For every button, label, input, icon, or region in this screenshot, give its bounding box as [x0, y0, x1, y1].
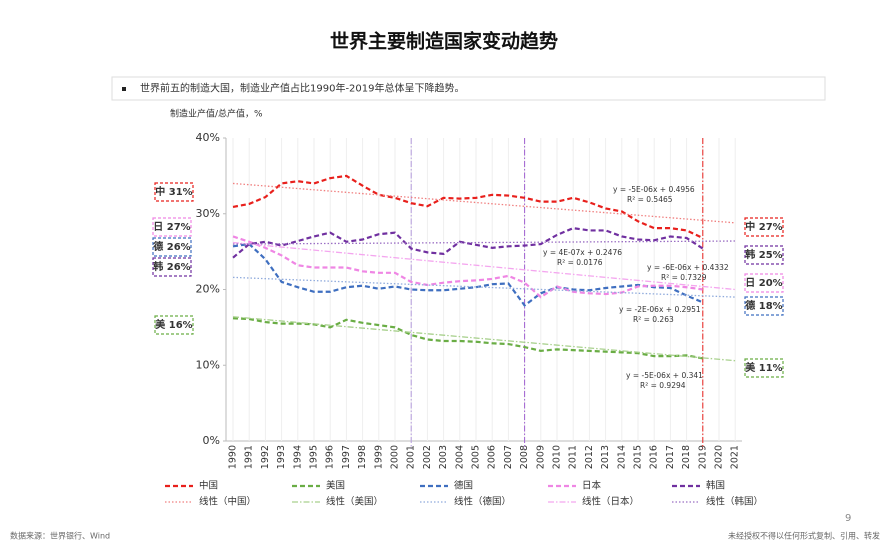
x-tick-label: 2013 — [600, 445, 611, 469]
callout: 德 26% — [152, 240, 190, 253]
series-line — [232, 242, 704, 307]
legend-label: 德国 — [454, 480, 473, 492]
callout: 韩 25% — [745, 248, 782, 261]
legend-label: 线性（德国） — [454, 496, 511, 508]
series-line — [232, 227, 704, 259]
x-tick-label: 1993 — [276, 445, 287, 469]
y-tick-label: 0% — [203, 434, 220, 447]
legend-label: 中国 — [199, 480, 218, 492]
equation: y = -2E-06x + 0.2951 — [619, 305, 701, 314]
legend-label: 韩国 — [706, 480, 725, 492]
x-tick-label: 2002 — [422, 445, 433, 469]
x-tick-label: 2020 — [714, 445, 725, 469]
x-tick-label: 2000 — [390, 445, 401, 469]
trend-line — [232, 241, 736, 291]
callout: 美 16% — [155, 318, 192, 331]
callout: 中 31% — [155, 185, 192, 198]
x-tick-label: 1994 — [292, 445, 303, 469]
x-tick-label: 2010 — [552, 445, 563, 469]
r-squared: R² = 0.5465 — [627, 195, 673, 204]
x-tick-label: 2011 — [568, 445, 579, 469]
x-tick-label: 1995 — [309, 445, 320, 469]
callout: 美 11% — [745, 361, 782, 374]
x-tick-label: 1997 — [341, 445, 352, 469]
x-tick-label: 2016 — [649, 445, 660, 469]
x-tick-label: 2009 — [535, 445, 546, 469]
x-tick-label: 1990 — [228, 445, 239, 469]
page-number: 9 — [845, 513, 851, 524]
callout: 中 27% — [745, 220, 782, 233]
x-tick-label: 2015 — [633, 445, 644, 469]
y-tick-label: 30% — [196, 207, 220, 220]
x-tick-label: 2006 — [487, 445, 498, 469]
subtitle: 世界前五的制造大国，制造业产值占比1990年-2019年总体呈下降趋势。 — [140, 82, 465, 95]
x-tick-label: 2001 — [406, 445, 417, 469]
series-line — [232, 317, 704, 360]
series-line — [232, 174, 704, 239]
x-tick-label: 2021 — [730, 445, 741, 469]
x-tick-label: 2012 — [584, 445, 595, 469]
legend-label: 美国 — [326, 480, 345, 492]
trend-line — [232, 240, 736, 245]
x-tick-label: 2004 — [454, 445, 465, 469]
equation: y = -6E-06x + 0.4332 — [647, 263, 729, 272]
x-tick-label: 2008 — [519, 445, 530, 469]
legend-label: 线性（日本） — [582, 496, 639, 508]
footer: 未经授权不得以任何形式复制、引用、转发 — [728, 531, 880, 541]
callout-box — [152, 237, 192, 257]
x-tick-label: 2007 — [503, 445, 514, 469]
equation: y = -5E-06x + 0.4956 — [613, 185, 695, 194]
x-tick-label: 2003 — [438, 445, 449, 469]
callout-box — [152, 217, 192, 237]
x-tick-label: 1998 — [357, 445, 368, 469]
callout-box — [744, 245, 784, 265]
x-tick-label: 1991 — [244, 445, 255, 469]
y-axis-label: 制造业产值/总产值，% — [170, 108, 263, 120]
callout: 韩 26% — [153, 260, 190, 273]
callout: 日 20% — [745, 277, 782, 289]
callout-box — [154, 315, 194, 335]
equation: y = -5E-06x + 0.341 — [626, 371, 703, 380]
r-squared: R² = 0.0176 — [557, 258, 603, 267]
r-squared: R² = 0.263 — [633, 315, 674, 324]
y-tick-label: 40% — [196, 131, 220, 144]
trend-line — [232, 316, 736, 362]
subtitle-box — [111, 76, 826, 101]
legend-label: 线性（中国） — [199, 496, 256, 508]
equation: y = 4E-07x + 0.2476 — [543, 248, 622, 257]
legend-label: 线性（美国） — [326, 496, 383, 508]
bullet — [122, 87, 126, 91]
y-tick-label: 10% — [196, 358, 220, 371]
source: 数据来源：世界银行、Wind — [10, 531, 110, 541]
callout-box — [744, 217, 784, 237]
chart-title: 世界主要制造国家变动趋势 — [330, 30, 558, 53]
callout-box — [152, 257, 192, 277]
callout-box — [744, 273, 784, 293]
x-tick-label: 2019 — [697, 445, 708, 469]
callout-box — [154, 182, 194, 202]
legend-label: 线性（韩国） — [706, 496, 763, 508]
r-squared: R² = 0.7329 — [661, 273, 707, 282]
callout-box — [744, 296, 784, 316]
y-tick-label: 20% — [196, 283, 220, 296]
x-tick-label: 1999 — [373, 445, 384, 469]
x-tick-label: 2014 — [616, 445, 627, 469]
x-tick-label: 1996 — [325, 445, 336, 469]
r-squared: R² = 0.9294 — [640, 381, 686, 390]
callout: 日 27% — [153, 221, 190, 233]
series-line — [232, 235, 703, 299]
x-tick-label: 2005 — [471, 445, 482, 469]
callout: 德 18% — [744, 299, 782, 312]
callout-box — [744, 358, 784, 378]
legend-label: 日本 — [582, 480, 602, 492]
x-tick-label: 1992 — [260, 445, 271, 469]
x-tick-label: 2017 — [665, 445, 676, 469]
x-tick-label: 2018 — [681, 445, 692, 469]
